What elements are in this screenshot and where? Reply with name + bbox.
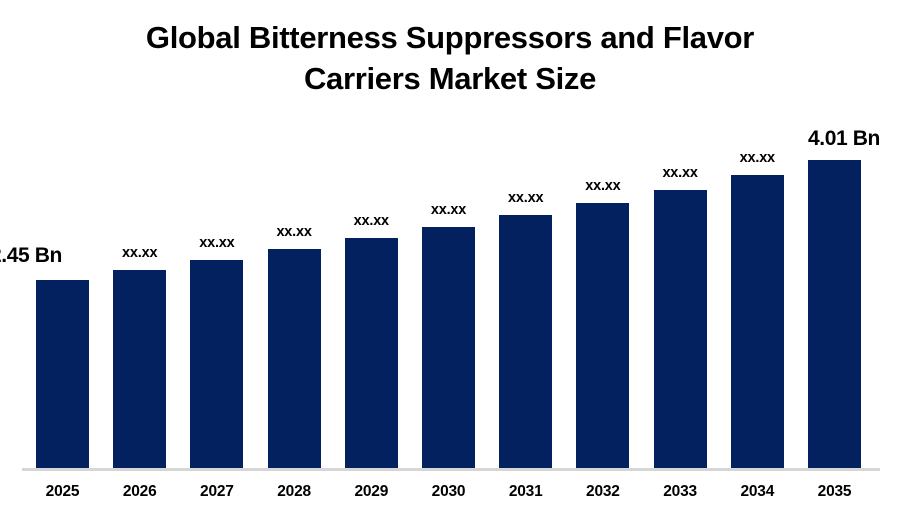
bar-2026 [113,269,167,468]
x-axis-label-2029: 2029 [354,483,389,500]
bar-value-label-2034: xx.xx [739,150,775,167]
x-axis-label-2025: 2025 [45,483,80,500]
bar-value-label-2032: xx.xx [585,178,621,194]
bar-value-label-2028: xx.xx [276,224,312,241]
bar-value-label-2030: xx.xx [430,201,467,218]
bar-value-label-2033: xx.xx [662,164,698,181]
x-axis-label-2026: 2026 [122,483,157,500]
bar-2032 [576,203,630,468]
x-axis-label-2030: 2030 [431,483,466,500]
bar-2028 [267,249,321,468]
bar-2035 [808,160,861,468]
chart-title: Global Bitterness Suppressors and Flavor… [145,20,755,96]
x-axis-label-2033: 2033 [663,483,697,500]
bar-2027 [190,259,244,468]
bar-value-label-2025: 2.45 Bn [0,243,62,267]
x-axis-label-2027: 2027 [200,483,234,500]
bar-2030 [422,226,475,468]
bar-value-label-2035: 4.01 Bn [808,127,880,150]
x-axis-label-2028: 2028 [277,483,311,500]
x-axis-label-2034: 2034 [740,483,775,500]
x-axis-label-2035: 2035 [817,483,852,500]
bar-2025 [36,279,89,468]
bar-value-label-2027: xx.xx [199,234,235,251]
bar-2029 [344,238,398,468]
x-axis-label-2031: 2031 [508,483,543,500]
bar-value-label-2031: xx.xx [508,190,544,207]
x-axis-line [22,468,880,471]
bar-2031 [499,215,553,468]
bar-value-label-2029: xx.xx [353,213,389,230]
bar-2033 [653,189,707,468]
bar-2034 [730,175,784,468]
bar-value-label-2026: xx.xx [122,244,158,261]
x-axis-label-2032: 2032 [586,483,620,500]
